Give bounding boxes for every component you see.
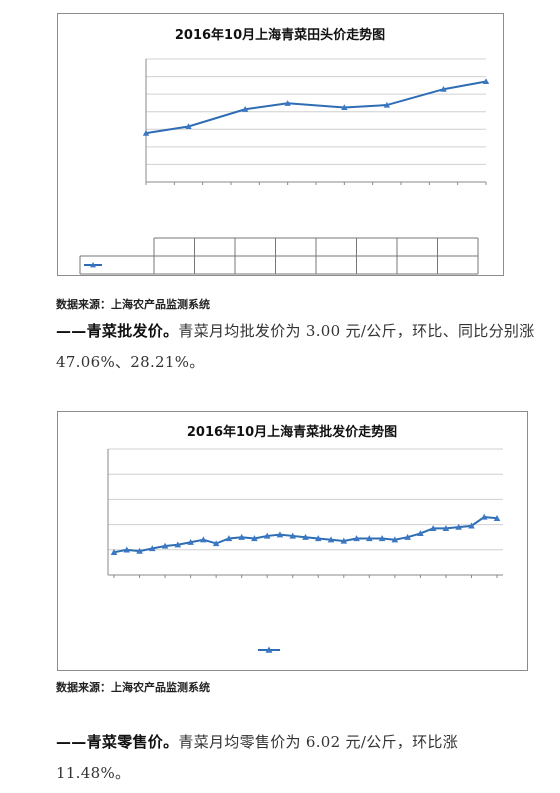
- chart2-point: [263, 532, 271, 539]
- chart2-point: [378, 535, 386, 542]
- chart2-point: [276, 531, 284, 538]
- chart2-point: [417, 530, 424, 537]
- chart2-point: [455, 523, 462, 530]
- wholesale-text: 青菜月均批发价为 3.00 元/公斤，环比、同比分别涨 47.06%、28.21…: [56, 322, 535, 371]
- chart2-point: [366, 535, 373, 542]
- chart2-point: [251, 535, 258, 542]
- chart2-point: [225, 535, 233, 542]
- chart2-point: [493, 515, 501, 521]
- chart2-point: [238, 533, 245, 540]
- chart1-point: [440, 86, 447, 92]
- source-note-1: 数据来源：上海农产品监测系统: [56, 298, 210, 311]
- chart2-point: [391, 536, 399, 543]
- chart1-svg: 2016年10月上海青菜田头价走势图: [79, 27, 490, 275]
- chart2-legend-marker: [265, 646, 273, 653]
- chart1-point: [482, 78, 490, 85]
- chart2-point: [327, 536, 335, 543]
- chart2-point: [136, 547, 143, 554]
- chart2-point: [302, 533, 309, 540]
- chart2-svg: 2016年10月上海青菜批发价走势图: [107, 424, 503, 653]
- chart2-point: [110, 549, 118, 555]
- chart2-point: [442, 525, 450, 532]
- chart2-point: [123, 546, 131, 553]
- chart2-point: [187, 538, 194, 545]
- chart2-point: [161, 542, 169, 549]
- chart2-point: [174, 541, 182, 548]
- chart1-point: [185, 123, 192, 130]
- chart2-point: [404, 533, 411, 540]
- chart2-title: 2016年10月上海青菜批发价走势图: [187, 424, 397, 440]
- chart1-series-line: [145, 80, 487, 135]
- chart1-point: [383, 101, 391, 108]
- chart2-point: [149, 545, 156, 552]
- retail-paragraph: ——青菜零售价。青菜月均零售价为 6.02 元/公斤，环比涨 11.48%。: [56, 727, 536, 789]
- source-note-2: 数据来源：上海农产品监测系统: [56, 681, 210, 694]
- chart2-point: [212, 540, 220, 547]
- chart1-point: [142, 129, 150, 136]
- chart2-point: [429, 525, 437, 532]
- chart1-box: 2016年10月上海青菜田头价走势图: [57, 13, 504, 276]
- chart2-point: [314, 535, 322, 542]
- chart2-point: [468, 522, 475, 529]
- chart1-point: [241, 106, 249, 112]
- retail-text: 青菜月均零售价为 6.02 元/公斤，环比涨 11.48%。: [56, 733, 458, 782]
- wholesale-lead: ——青菜批发价。: [56, 322, 179, 340]
- chart2-point: [353, 535, 360, 542]
- chart2-point: [200, 536, 207, 543]
- chart2-point: [340, 537, 348, 544]
- wholesale-paragraph: ——青菜批发价。青菜月均批发价为 3.00 元/公斤，环比、同比分别涨 47.0…: [56, 316, 536, 378]
- chart2-point: [480, 513, 488, 520]
- chart1-title: 2016年10月上海青菜田头价走势图: [175, 27, 385, 43]
- chart1-point: [284, 100, 291, 106]
- chart2-point: [289, 532, 297, 539]
- retail-lead: ——青菜零售价。: [56, 733, 179, 751]
- chart1-point: [341, 104, 348, 111]
- chart1-legend-marker: [90, 262, 96, 268]
- chart2-box: 2016年10月上海青菜批发价走势图: [57, 411, 528, 671]
